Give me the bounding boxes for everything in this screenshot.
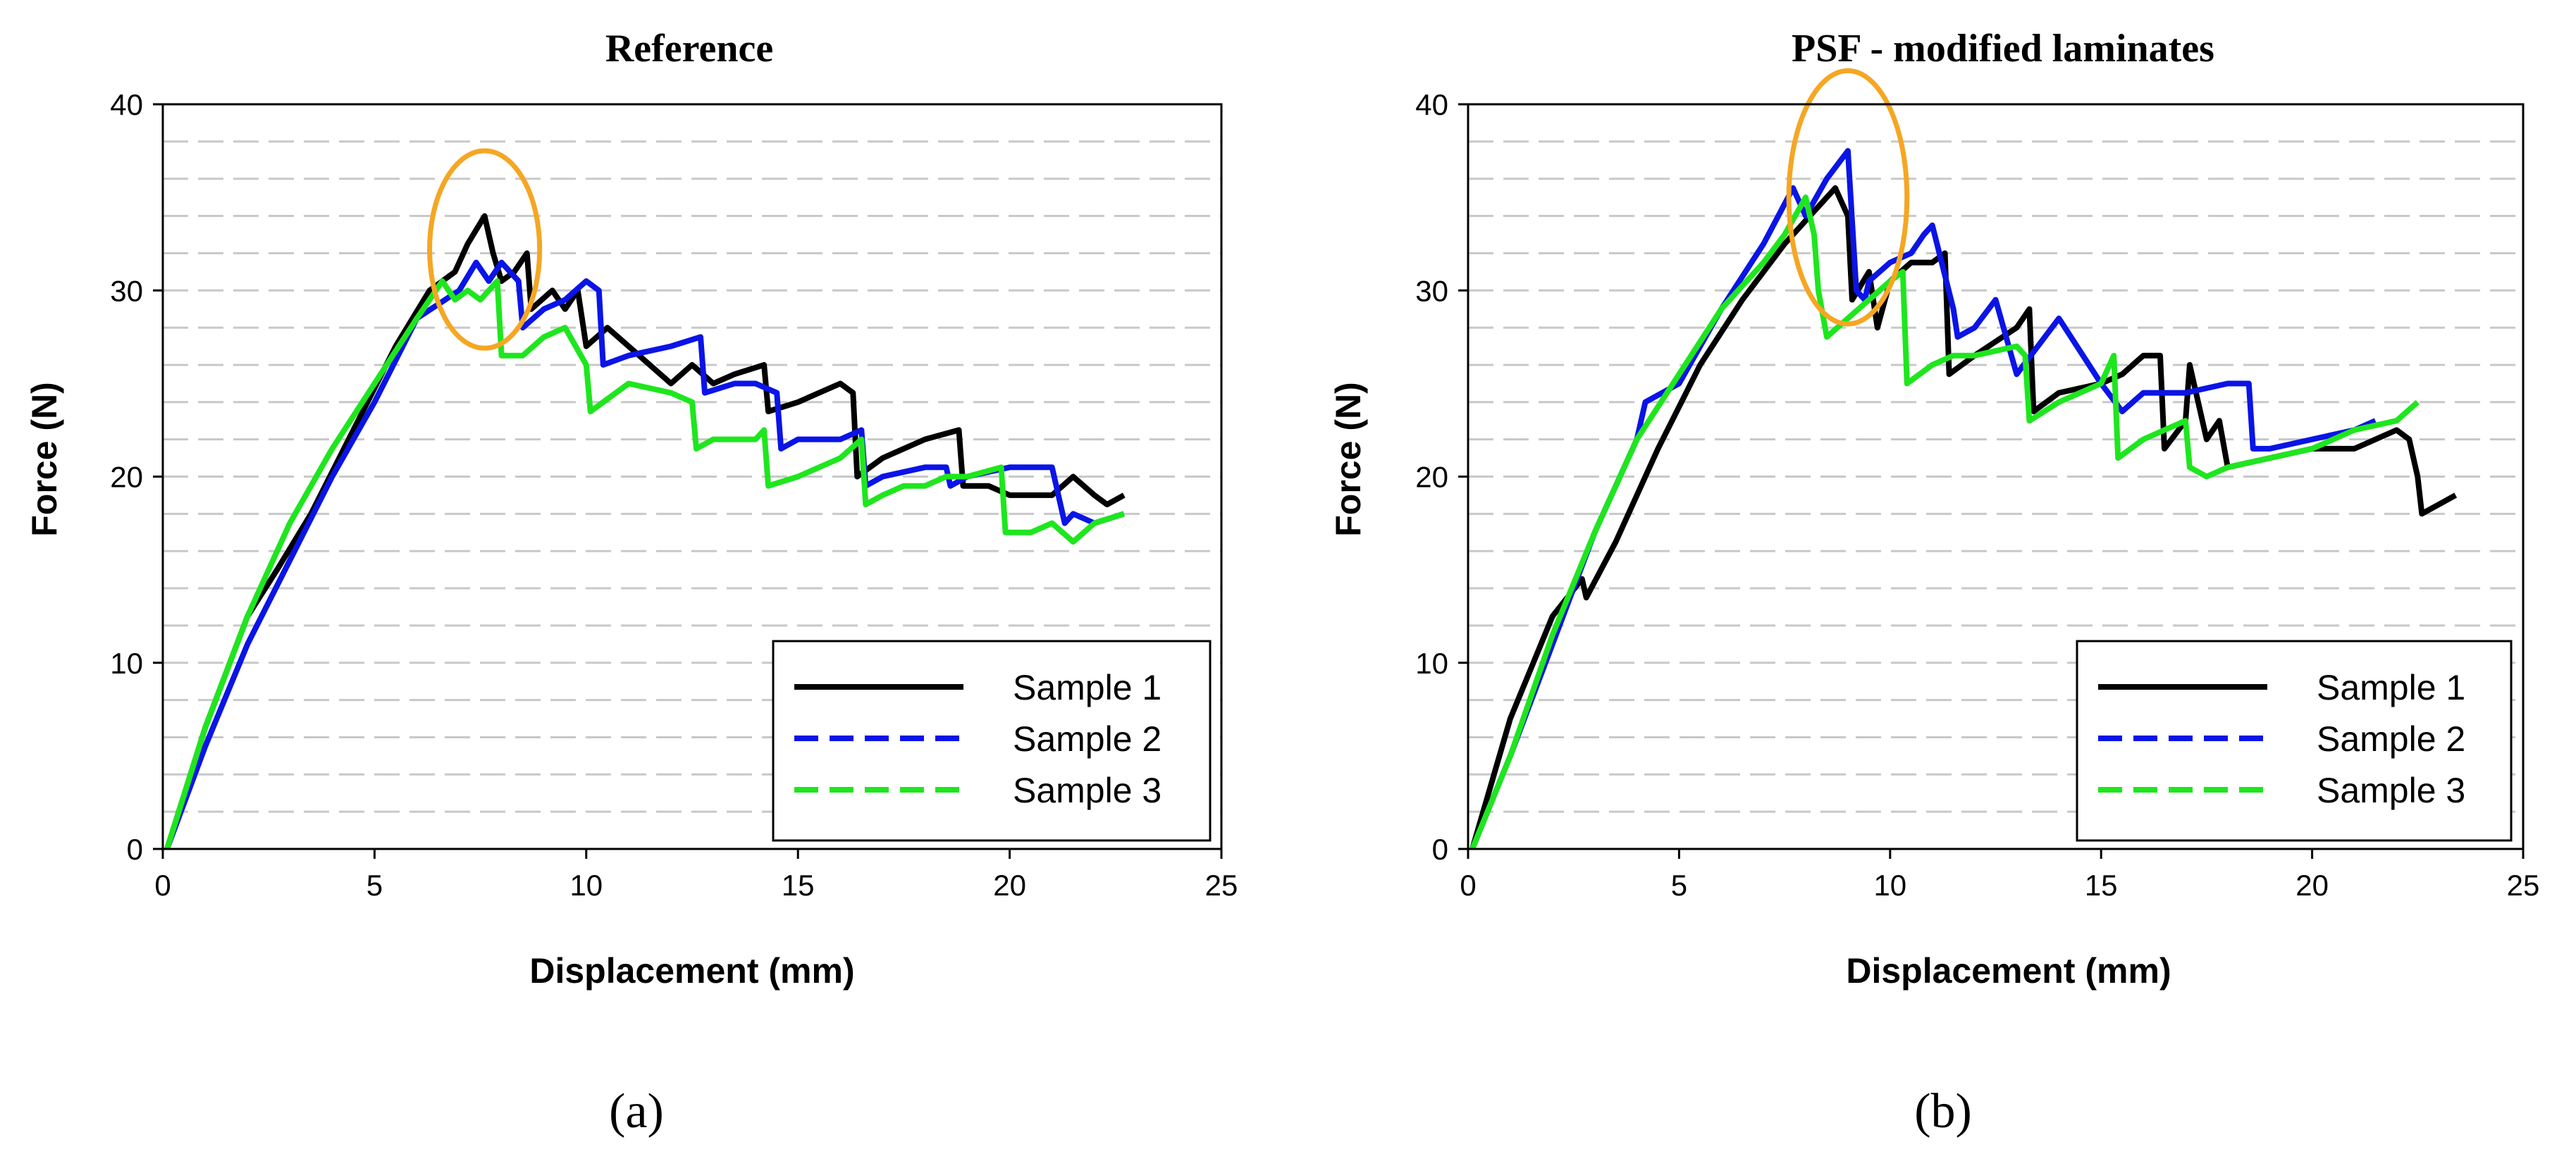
highlight-ellipse — [1786, 68, 1910, 327]
series-line-2 — [1469, 148, 2377, 850]
highlight-group — [1786, 68, 1910, 327]
series-line-2 — [164, 259, 1126, 850]
x-tick-label: 20 — [993, 869, 1026, 902]
legend-label-1: Sample 1 — [1013, 668, 1161, 707]
chart-title: PSF - modified laminates — [1792, 27, 2214, 70]
highlight-ellipse — [427, 148, 543, 351]
y-tick-label: 30 — [110, 274, 143, 307]
axis-ticks: 0 5 10 15 20 25 0 10 20 30 40 — [1415, 88, 2539, 902]
chart-title: Reference — [605, 27, 773, 70]
highlight-group — [427, 148, 543, 351]
panel-caption: (a) — [609, 1084, 664, 1139]
legend: Sample 1 Sample 2 Sample 3 — [772, 640, 1212, 842]
y-tick-label: 10 — [110, 647, 143, 680]
x-tick-label: 0 — [154, 869, 171, 902]
x-tick-label: 25 — [2507, 869, 2540, 902]
legend-label-3: Sample 3 — [1013, 771, 1161, 810]
chart-panel-a: Reference 0 5 10 15 20 25 0 10 20 30 40 Displaceme… — [25, 27, 1238, 1139]
panel-caption: (b) — [1914, 1084, 1972, 1139]
y-tick-label: 0 — [127, 833, 143, 866]
x-tick-label: 0 — [1460, 869, 1476, 902]
y-tick-label: 20 — [110, 461, 143, 494]
series-line-3 — [1469, 194, 2420, 850]
y-tick-label: 0 — [1432, 833, 1448, 866]
y-tick-label: 10 — [1415, 647, 1448, 680]
legend-label-1: Sample 1 — [2317, 668, 2465, 707]
x-axis-label: Displacement (mm) — [1846, 951, 2171, 991]
x-tick-label: 10 — [1873, 869, 1906, 902]
series-group — [164, 213, 1126, 850]
x-tick-label: 10 — [569, 869, 603, 902]
x-tick-label: 20 — [2295, 869, 2329, 902]
series-line-3 — [164, 278, 1126, 850]
axis-ticks: 0 5 10 15 20 25 0 10 20 30 40 — [110, 88, 1238, 902]
chart-panel-b: PSF - modified laminates 0 5 10 15 20 25 0 10 20… — [1329, 27, 2539, 1139]
y-axis-label: Force (N) — [1329, 382, 1368, 536]
y-tick-label: 30 — [1415, 274, 1448, 307]
x-tick-label: 5 — [1671, 869, 1687, 902]
y-tick-label: 20 — [1415, 461, 1448, 494]
x-tick-label: 15 — [2085, 869, 2118, 902]
x-tick-label: 15 — [782, 869, 815, 902]
series-line-1 — [164, 213, 1126, 850]
y-tick-label: 40 — [110, 88, 143, 121]
x-axis-label: Displacement (mm) — [529, 951, 854, 991]
legend: Sample 1 Sample 2 Sample 3 — [2076, 640, 2513, 842]
y-axis-label: Force (N) — [25, 382, 64, 536]
y-tick-label: 40 — [1415, 88, 1448, 121]
x-tick-label: 5 — [366, 869, 383, 902]
legend-label-2: Sample 2 — [2317, 719, 2465, 759]
legend-label-3: Sample 3 — [2317, 771, 2465, 810]
legend-label-2: Sample 2 — [1013, 719, 1161, 759]
x-tick-label: 25 — [1205, 869, 1238, 902]
series-group — [1469, 148, 2458, 850]
